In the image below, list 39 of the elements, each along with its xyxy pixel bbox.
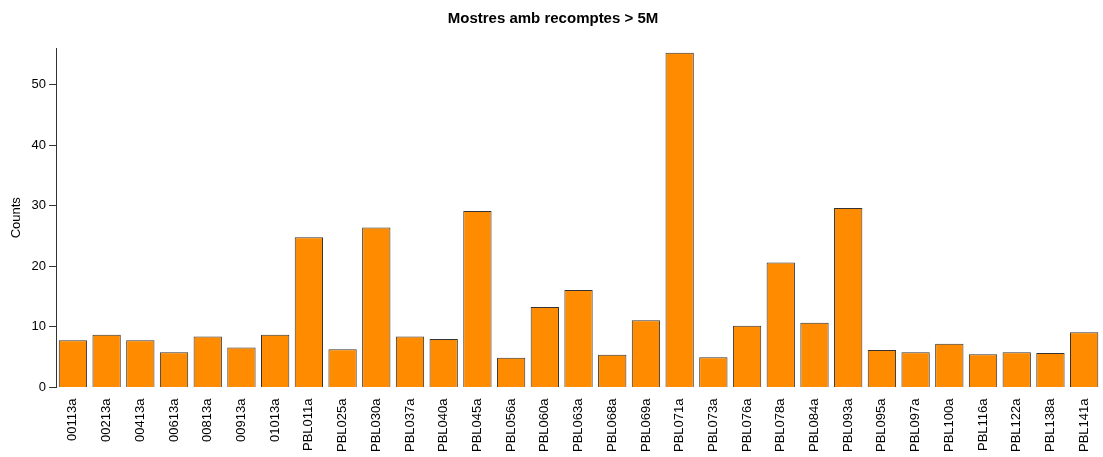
x-tick-label: PBL076a xyxy=(738,397,754,453)
x-tick-label: PBL056a xyxy=(502,397,518,453)
x-tick-label: 01013a xyxy=(266,397,282,442)
x-tick-label: PBL095a xyxy=(873,397,889,453)
x-tick-label: PBL116a xyxy=(974,397,990,452)
x-tick-label: PBL030a xyxy=(367,397,383,453)
x-tick-label: PBL097a xyxy=(907,397,923,453)
y-tick-label: 10 xyxy=(31,318,47,334)
x-tick-label: PBL071a xyxy=(671,397,687,453)
x-tick-label: PBL093a xyxy=(839,397,855,453)
x-tick-label: PBL100a xyxy=(940,397,956,453)
x-tick-label: 00113a xyxy=(64,397,80,441)
x-tick-label: 00213a xyxy=(98,397,114,442)
x-tick-label: PBL063a xyxy=(570,397,586,453)
y-tick-label: 0 xyxy=(38,379,47,395)
y-tick-label: 50 xyxy=(31,75,47,91)
x-tick-label: PBL084a xyxy=(806,397,822,453)
x-tick-label: PBL138a xyxy=(1042,397,1058,453)
x-tick-label: PBL045a xyxy=(468,397,484,453)
x-tick-label: 00913a xyxy=(233,397,249,442)
x-tick-label: PBL069a xyxy=(637,397,653,453)
x-tick-label: 00613a xyxy=(165,397,181,442)
x-tick-label: PBL078a xyxy=(772,397,788,453)
x-tick-label: PBL068a xyxy=(603,397,619,453)
x-tick-label: PBL025a xyxy=(334,397,350,453)
y-axis-title: Counts xyxy=(8,196,24,239)
x-tick-label: PBL060a xyxy=(536,397,552,453)
x-tick-label: 00813a xyxy=(199,397,215,442)
x-tick-label: PBL073a xyxy=(704,397,720,453)
y-tick-label: 30 xyxy=(31,197,47,213)
x-tick-label: PBL141a xyxy=(1075,397,1091,453)
x-tick-label: PBL037a xyxy=(401,397,417,453)
y-tick-label: 40 xyxy=(31,136,47,152)
x-tick-label: PBL040a xyxy=(435,397,451,453)
x-tick-label: 00413a xyxy=(131,397,147,442)
chart-title: Mostres amb recomptes > 5M xyxy=(447,9,659,27)
y-tick-label: 20 xyxy=(31,257,47,273)
x-tick-label: PBL011a xyxy=(300,397,316,452)
x-tick-label: PBL122a xyxy=(1008,397,1024,453)
